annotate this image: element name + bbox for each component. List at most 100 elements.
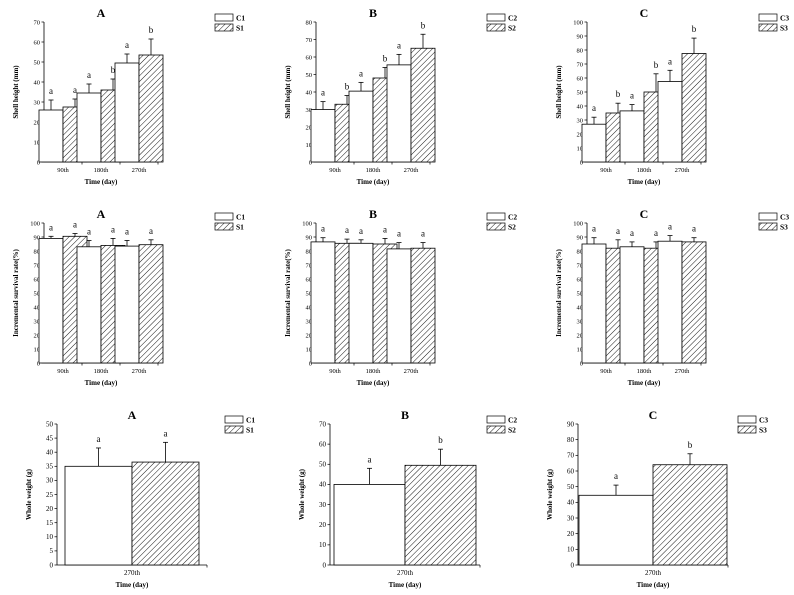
y-tick-label: 30 bbox=[306, 107, 313, 114]
bar-C3-90th bbox=[581, 123, 607, 163]
bar-S2-270th bbox=[404, 464, 477, 566]
y-tick-label: 100 bbox=[573, 220, 583, 227]
y-tick-label: 100 bbox=[30, 220, 40, 227]
legend-swatch-C2 bbox=[486, 415, 506, 424]
chart-panel-1: 0 10 20 30 40 50 60 70 A Shell height (mm) Time (d… bbox=[12, 6, 245, 186]
y-tick-label: 30 bbox=[577, 117, 584, 124]
y-tick-label: 20 bbox=[306, 332, 313, 339]
y-axis-label: Incremental survival rate(%) bbox=[555, 248, 563, 336]
x-tick-label: 270th bbox=[675, 167, 691, 174]
bar-C1-180th bbox=[76, 92, 102, 163]
x-axis-label: Time (day) bbox=[85, 379, 118, 387]
y-tick-label: 70 bbox=[306, 262, 313, 269]
significance-letter: a bbox=[368, 454, 372, 464]
y-tick-label: 40 bbox=[46, 449, 54, 457]
y-tick-label: 20 bbox=[319, 521, 327, 529]
y-tick-label: 40 bbox=[319, 481, 327, 489]
y-tick-label: 0 bbox=[580, 159, 583, 166]
significance-letter: a bbox=[668, 56, 672, 66]
bar-S3-270th bbox=[681, 53, 707, 163]
significance-letter: a bbox=[73, 85, 77, 95]
panel-letter: A bbox=[128, 408, 137, 422]
significance-letter: a bbox=[125, 40, 129, 50]
y-axis-label: Whole weight (g) bbox=[546, 468, 554, 520]
legend-swatch-C3 bbox=[737, 415, 757, 424]
y-tick-label: 40 bbox=[567, 499, 575, 507]
x-tick-label: 90th bbox=[600, 167, 612, 174]
significance-letter: a bbox=[73, 220, 77, 230]
y-tick-label: 40 bbox=[577, 103, 584, 110]
significance-letter: a bbox=[359, 226, 363, 236]
legend-label-C3: C3 bbox=[759, 416, 768, 425]
y-tick-label: 0 bbox=[309, 159, 312, 166]
legend-label-S1: S1 bbox=[236, 223, 244, 232]
y-tick-label: 100 bbox=[573, 19, 583, 26]
significance-letter: a bbox=[87, 227, 91, 237]
x-tick-label: 270th bbox=[645, 569, 661, 577]
x-tick-label: 90th bbox=[57, 167, 69, 174]
y-tick-label: 30 bbox=[306, 318, 313, 325]
y-tick-label: 10 bbox=[46, 533, 54, 541]
x-tick-label: 270th bbox=[132, 368, 148, 375]
significance-letter: a bbox=[654, 228, 658, 238]
x-tick-label: 180th bbox=[94, 167, 110, 174]
bar-C3-180th bbox=[619, 110, 645, 163]
y-tick-label: 20 bbox=[567, 530, 575, 538]
bar-S1-270th bbox=[138, 244, 164, 364]
significance-letter: a bbox=[592, 224, 596, 234]
y-tick-label: 40 bbox=[34, 79, 41, 86]
y-tick-label: 20 bbox=[34, 332, 41, 339]
y-axis-label: Incremental survival rate(%) bbox=[12, 248, 20, 336]
x-tick-label: 270th bbox=[675, 368, 691, 375]
y-tick-label: 50 bbox=[306, 290, 313, 297]
y-tick-label: 0 bbox=[50, 561, 54, 569]
bar-S2-270th bbox=[410, 247, 436, 364]
y-tick-label: 10 bbox=[319, 541, 327, 549]
legend-swatch-S2 bbox=[486, 222, 506, 231]
legend-label-S3: S3 bbox=[759, 426, 767, 435]
y-tick-label: 30 bbox=[34, 318, 41, 325]
legend-label-S3: S3 bbox=[780, 223, 788, 232]
y-tick-label: 30 bbox=[319, 501, 327, 509]
y-tick-label: 80 bbox=[34, 248, 41, 255]
y-tick-label: 10 bbox=[577, 145, 584, 152]
y-tick-label: 70 bbox=[306, 37, 313, 44]
significance-letter: b bbox=[111, 65, 116, 75]
y-tick-label: 80 bbox=[306, 248, 313, 255]
significance-letter: a bbox=[630, 228, 634, 238]
y-tick-label: 70 bbox=[577, 262, 584, 269]
significance-letter: a bbox=[87, 70, 91, 80]
legend-label-C1: C1 bbox=[236, 213, 245, 222]
y-tick-label: 40 bbox=[306, 304, 313, 311]
x-tick-label: 180th bbox=[366, 167, 382, 174]
y-tick-label: 15 bbox=[46, 519, 54, 527]
legend-swatch-C1 bbox=[224, 415, 244, 424]
y-tick-label: 10 bbox=[306, 142, 313, 149]
significance-letter: b bbox=[616, 89, 621, 99]
significance-letter: b bbox=[688, 440, 693, 450]
y-tick-label: 60 bbox=[567, 467, 575, 475]
x-tick-label: 270th bbox=[404, 368, 420, 375]
legend-swatch-C3 bbox=[758, 13, 778, 22]
bar-C2-180th bbox=[348, 90, 374, 163]
x-axis-label: Time (day) bbox=[628, 178, 661, 186]
panel-letter: C bbox=[640, 6, 649, 20]
y-axis-label: Whole weight (g) bbox=[298, 468, 306, 520]
x-tick-label: 180th bbox=[637, 167, 653, 174]
panel-letter: C bbox=[649, 408, 658, 422]
legend-label-S1: S1 bbox=[236, 24, 244, 33]
y-tick-label: 90 bbox=[577, 33, 584, 40]
bar-C1-90th bbox=[38, 109, 64, 163]
panel-letter: B bbox=[401, 408, 409, 422]
y-tick-label: 10 bbox=[34, 346, 41, 353]
bar-C3-270th bbox=[578, 494, 654, 566]
legend-swatch-S3 bbox=[737, 425, 757, 434]
x-tick-label: 90th bbox=[329, 167, 341, 174]
bar-C1-270th bbox=[114, 62, 140, 163]
legend-label-C1: C1 bbox=[236, 14, 245, 23]
bar-C2-270th bbox=[386, 248, 412, 364]
bar-S1-270th bbox=[131, 461, 200, 566]
bar-C3-180th bbox=[619, 246, 645, 364]
y-tick-label: 70 bbox=[34, 19, 41, 26]
significance-letter: a bbox=[49, 86, 53, 96]
